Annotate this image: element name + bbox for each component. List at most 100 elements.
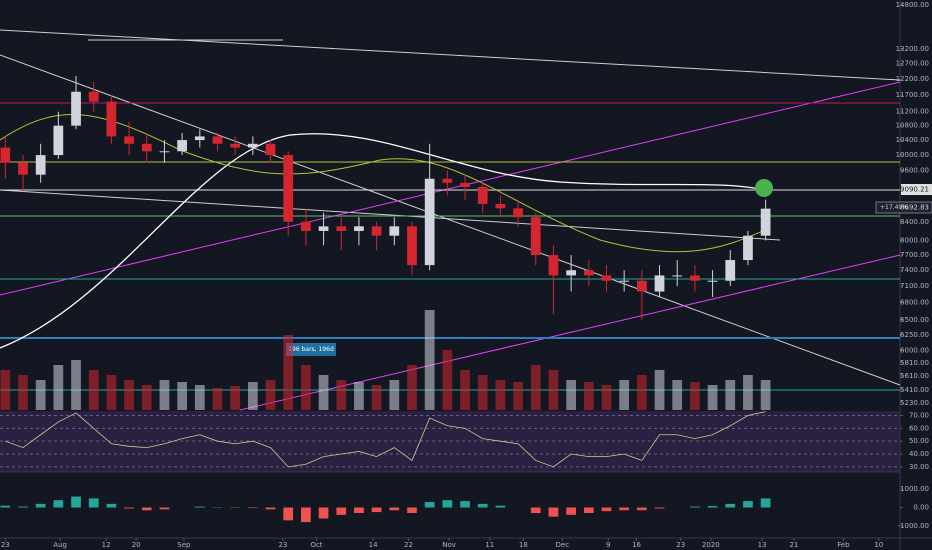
volume-bar [177,382,187,410]
macd-bar [460,501,470,508]
macd-bar [318,507,329,519]
macd-bar [0,505,11,508]
y-tick-label: 5410.00 [900,386,929,394]
candle-body [318,226,329,231]
volume-bar [654,370,665,410]
price-label: 8692.83 [900,204,929,212]
macd-bar [159,507,170,510]
x-tick-label: Aug [53,541,67,549]
macd-bar [407,507,417,514]
volume-bar [53,365,64,410]
volume-bar [725,380,736,410]
highlight-marker [755,179,773,197]
macd-bar [760,498,771,508]
candle-body [513,208,523,218]
candle-body [407,226,417,266]
y-tick-label: 10000.00 [896,151,929,159]
rsi-tick-label: 70.00 [909,411,929,419]
macd-tick-label: 0.00 [913,504,929,512]
macd-bar [53,500,64,508]
y-tick-label: 13200.00 [896,45,929,53]
macd-bar [566,507,576,515]
macd-bar [424,502,435,508]
y-tick-label: 5610.00 [900,372,929,380]
trend-line [0,29,901,81]
y-tick-label: 12700.00 [896,60,929,68]
volume-bar [690,382,700,410]
volume-bar [460,370,470,410]
macd-bar [690,506,700,508]
candle-body [53,125,64,156]
range-label-box [286,343,336,356]
volume-bar [424,310,435,410]
candle-body [389,226,400,236]
macd-bar [654,507,665,509]
candle-body [265,143,276,156]
candle-body [301,221,311,231]
macd-bar [548,507,559,517]
y-tick-label: 12200.00 [896,75,929,83]
volume-bar [530,365,541,410]
candle-body [354,226,364,231]
candle-body [654,275,665,292]
candle-body [283,155,294,222]
y-tick-label: 6500.00 [900,316,929,324]
rsi-tick-label: 60.00 [909,424,929,432]
macd-bar [35,503,46,508]
candle-body [707,280,718,282]
rsi-tick-label: 30.00 [909,463,929,471]
volume-bar [442,350,453,410]
x-tick-label: 9 [606,541,610,549]
y-tick-label: 8000.00 [900,236,929,244]
candle-body [743,235,753,261]
volume-bar [230,386,241,410]
candle-body [495,203,506,209]
candle-body [106,101,117,137]
volume-bar [601,385,612,410]
y-tick-label: 14800.00 [896,1,929,9]
volume-bar [707,385,718,410]
volume-bar [283,335,294,410]
volume-bar [141,385,152,410]
candle-body [336,226,347,231]
x-tick-label: Feb [837,541,850,549]
volume-bar [88,370,99,410]
volume-bar [389,380,400,410]
volume-bar [212,388,223,410]
y-tick-label: 10800.00 [896,122,929,130]
candle-body [601,275,612,281]
macd-bar [442,500,453,508]
drawings [0,29,901,442]
macd-bar [194,506,205,508]
macd-bar [583,507,594,514]
macd-bar [124,507,134,509]
candle-body [159,151,170,153]
macd-bar [619,507,630,511]
candle-body [636,280,647,292]
volume-bar [159,380,170,410]
price-box [875,201,932,214]
macd-bar [88,498,99,508]
trend-line [239,254,901,411]
x-tick-label: 13 [758,541,767,549]
x-tick-label: 21 [789,541,798,549]
x-tick-label: 22 [404,541,413,549]
y-tick-label: 5230.00 [900,399,929,407]
x-tick-label: 12 [102,541,111,549]
candle-body [88,91,99,102]
volume-bar [194,385,205,410]
rsi-tick-label: 50.00 [909,437,929,445]
candle-body [583,270,594,276]
macd-bar [636,507,647,511]
y-tick-label: 8400.00 [900,218,929,226]
y-tick-label: 7100.00 [900,282,929,290]
y-tick-label: 7400.00 [900,266,929,274]
volume-bar [0,370,11,410]
macd-bar [265,507,276,510]
candle-body [194,136,205,141]
x-tick-label: Oct [310,541,322,549]
trend-line [0,81,901,296]
y-tick-label: 10400.00 [896,136,929,144]
y-tick-label: 11700.00 [896,91,929,99]
candle-body [212,136,223,144]
